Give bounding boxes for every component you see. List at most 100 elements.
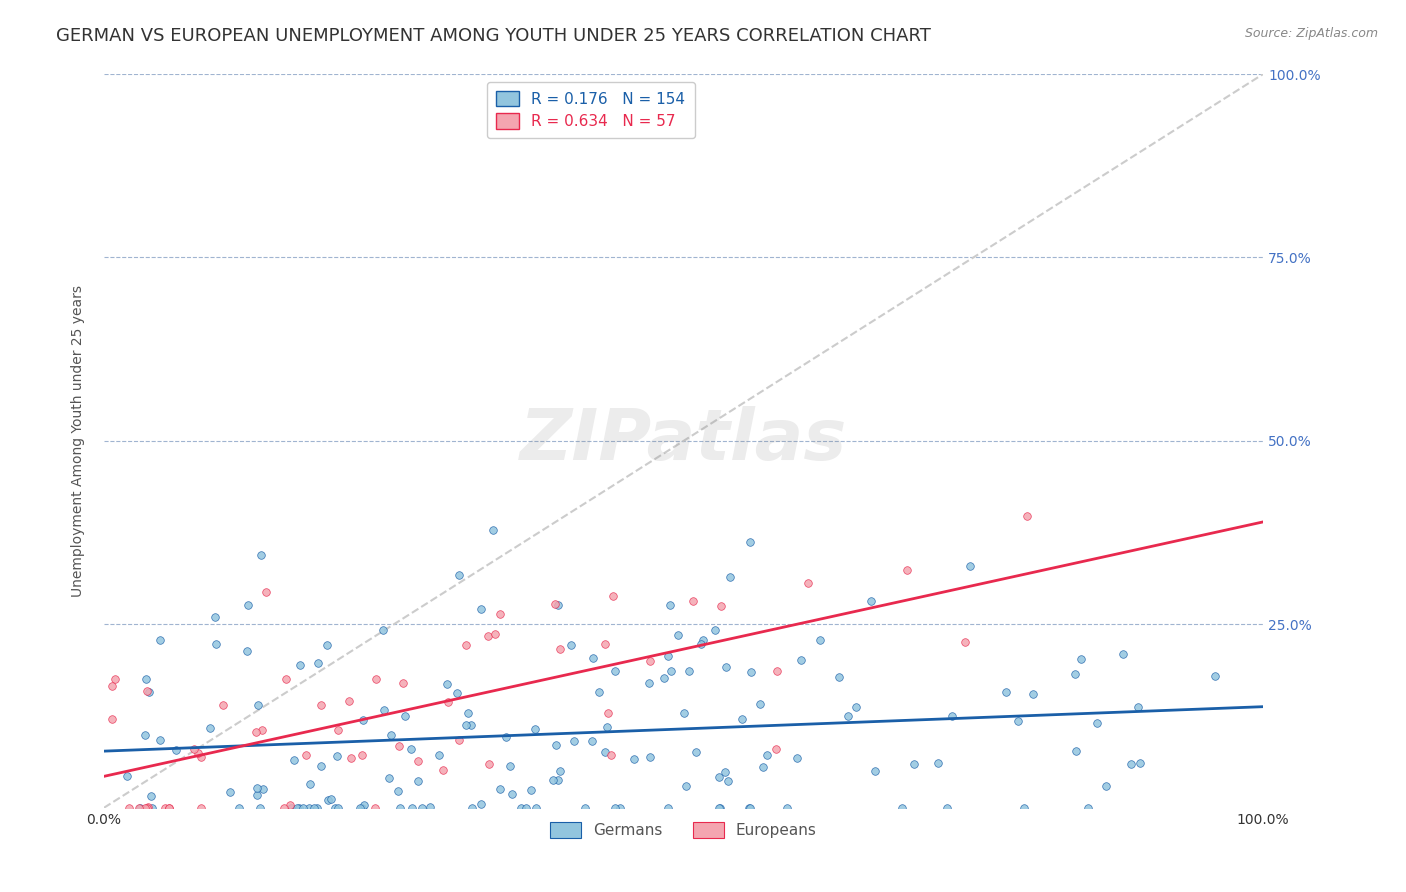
Germans	[1064, 744, 1087, 758]
Germans	[377, 771, 399, 785]
Germans	[325, 748, 347, 763]
Germans	[1012, 801, 1035, 815]
Germans	[499, 758, 522, 772]
Germans	[411, 801, 433, 815]
Text: ZIPatlas: ZIPatlas	[520, 407, 848, 475]
Germans	[749, 697, 772, 711]
Europeans	[157, 801, 180, 815]
Germans	[808, 632, 831, 647]
Germans	[595, 745, 617, 759]
Germans	[481, 523, 503, 537]
Germans	[457, 706, 479, 721]
Germans	[859, 594, 882, 608]
Germans	[623, 752, 645, 766]
Germans	[738, 534, 761, 549]
Germans	[323, 801, 346, 815]
Europeans	[478, 756, 501, 771]
Germans	[776, 801, 799, 815]
Germans	[717, 774, 740, 789]
Germans	[436, 677, 458, 691]
Europeans	[190, 750, 212, 764]
Germans	[380, 728, 402, 742]
Germans	[718, 569, 741, 583]
Europeans	[896, 563, 918, 577]
Germans	[581, 734, 603, 748]
Germans	[685, 746, 707, 760]
Germans	[280, 801, 302, 815]
Germans	[419, 799, 441, 814]
Germans	[657, 648, 679, 663]
Europeans	[187, 746, 209, 760]
Y-axis label: Unemployment Among Youth under 25 years: Unemployment Among Youth under 25 years	[72, 285, 86, 597]
Europeans	[352, 748, 374, 763]
Germans	[1129, 756, 1152, 771]
Germans	[1007, 714, 1029, 729]
Germans	[605, 801, 627, 815]
Europeans	[489, 607, 512, 622]
Germans	[707, 801, 730, 815]
Europeans	[640, 654, 662, 668]
Germans	[652, 671, 675, 685]
Germans	[470, 797, 492, 811]
Germans	[305, 801, 328, 815]
Germans	[786, 751, 808, 765]
Germans	[246, 698, 269, 713]
Europeans	[454, 638, 477, 652]
Germans	[1063, 666, 1085, 681]
Germans	[1094, 780, 1116, 794]
Germans	[845, 700, 868, 714]
Germans	[399, 741, 422, 756]
Germans	[740, 665, 762, 679]
Germans	[524, 801, 547, 815]
Germans	[401, 801, 423, 815]
Germans	[228, 801, 250, 815]
Europeans	[953, 635, 976, 649]
Europeans	[364, 672, 387, 686]
Germans	[740, 801, 762, 815]
Germans	[373, 702, 395, 716]
Germans	[995, 684, 1018, 698]
Germans	[581, 650, 603, 665]
Europeans	[157, 801, 180, 815]
Europeans	[796, 575, 818, 590]
Germans	[541, 772, 564, 787]
Germans	[544, 738, 567, 752]
Germans	[148, 632, 170, 647]
Europeans	[153, 801, 176, 815]
Germans	[828, 670, 851, 684]
Germans	[129, 801, 152, 815]
Europeans	[104, 672, 127, 686]
Europeans	[101, 679, 124, 693]
Germans	[349, 801, 371, 815]
Europeans	[135, 801, 157, 815]
Europeans	[273, 801, 295, 815]
Germans	[730, 712, 752, 726]
Germans	[389, 801, 412, 815]
Germans	[352, 801, 374, 815]
Europeans	[245, 724, 267, 739]
Germans	[520, 782, 543, 797]
Europeans	[484, 627, 506, 641]
Germans	[1204, 669, 1226, 683]
Germans	[638, 749, 661, 764]
Germans	[326, 801, 349, 815]
Germans	[675, 780, 697, 794]
Germans	[288, 658, 311, 673]
Europeans	[477, 629, 499, 643]
Germans	[149, 732, 172, 747]
Germans	[1085, 716, 1108, 731]
Germans	[200, 721, 222, 735]
Europeans	[190, 801, 212, 815]
Europeans	[593, 637, 616, 651]
Germans	[659, 598, 682, 612]
Germans	[285, 801, 308, 815]
Germans	[709, 770, 731, 784]
Germans	[249, 801, 271, 815]
Germans	[246, 780, 269, 795]
Germans	[470, 601, 492, 615]
Germans	[236, 644, 259, 658]
Germans	[678, 664, 700, 678]
Europeans	[600, 748, 623, 763]
Germans	[246, 788, 269, 802]
Germans	[353, 797, 375, 812]
